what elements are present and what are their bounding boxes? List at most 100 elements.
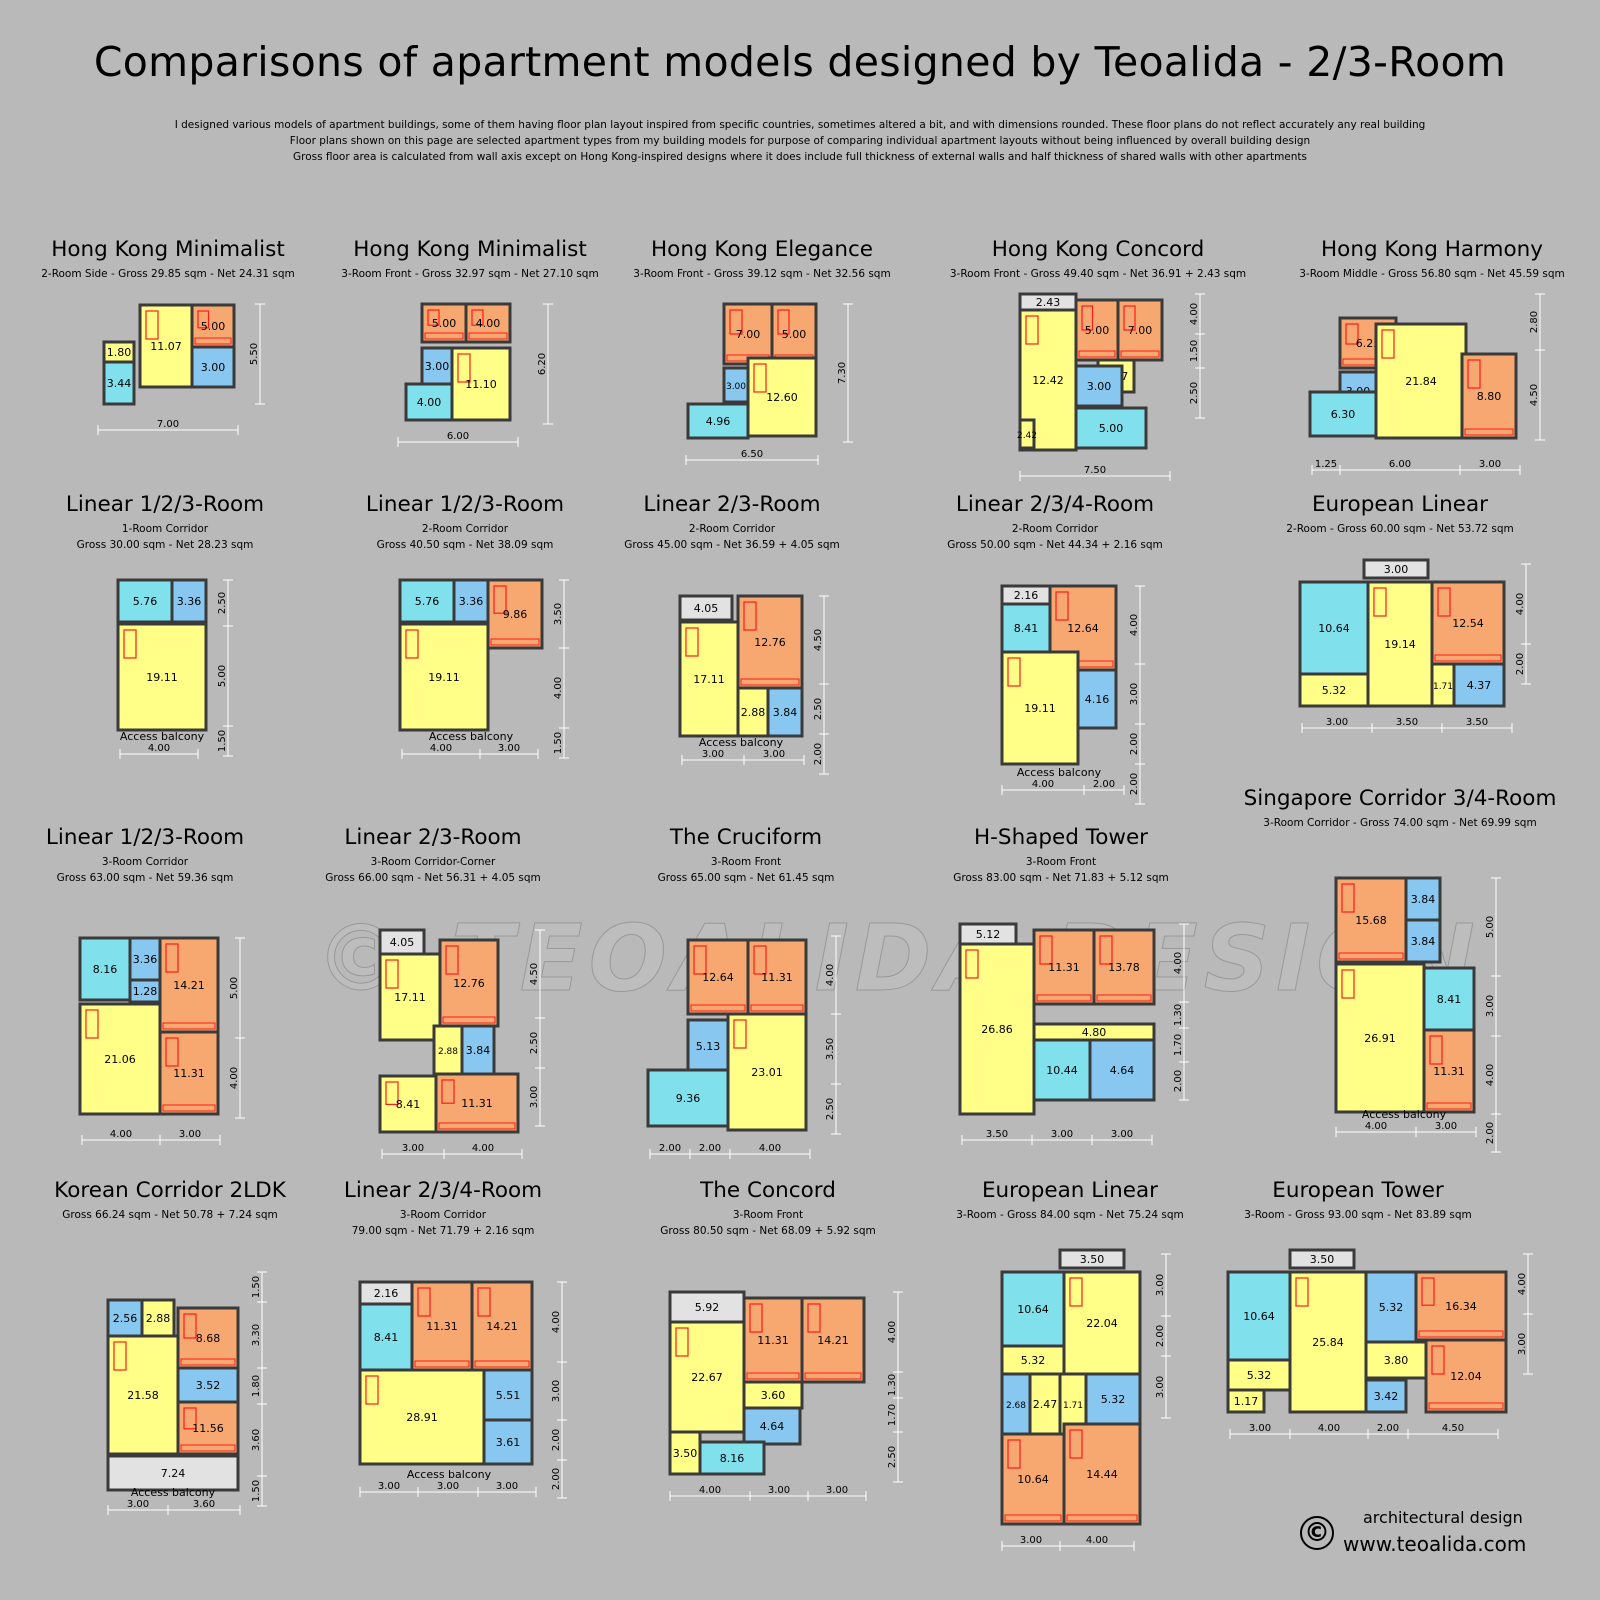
dimension-label: 3.00 (1020, 1535, 1042, 1546)
room: 2.88 (432, 1024, 464, 1076)
plan-subtitle: 3-Room - Gross 93.00 sqm - Net 83.89 sqm (1244, 1209, 1472, 1221)
furniture-mark (777, 309, 790, 335)
room: 7.00 (1116, 298, 1164, 362)
dimension-right: 4.50 (529, 929, 545, 1019)
furniture-mark (1345, 323, 1359, 345)
room-area: 7.24 (161, 1467, 186, 1480)
room: 8.16 (698, 1440, 766, 1476)
room-area: 3.80 (1384, 1354, 1409, 1367)
room: 8.41 (358, 1302, 414, 1372)
dimension-right: 2.50 (529, 1017, 545, 1069)
room-area: 5.00 (782, 328, 807, 341)
floor-plan-drawing: 5.76 3.36 19.11 4.00 2.50 5.00 1.50 Access balc… (116, 578, 233, 759)
room-area: 1.80 (107, 346, 132, 359)
dimension-label: 4.50 (1529, 384, 1540, 406)
wardrobe-mark (162, 1022, 216, 1030)
dimension-label: 3.00 (437, 1481, 459, 1492)
dimension-label: 1.50 (251, 1276, 262, 1298)
plan-title: Hong Kong Elegance (650, 237, 874, 262)
dimension-bottom: 2.00 (1083, 779, 1125, 795)
room: 21.06 (78, 1002, 162, 1116)
room-area: 5.12 (976, 928, 1001, 941)
room-area: 3.36 (133, 953, 158, 966)
dimension-right: 2.00 (1515, 643, 1531, 685)
dimension-label: 3.50 (553, 603, 564, 625)
room: 8.16 (78, 936, 132, 1002)
plan-subtitle: 3-Room Middle - Gross 56.80 sqm - Net 45… (1299, 268, 1565, 280)
dimension-right: 4.50 (1529, 349, 1545, 441)
dimension-label: 2.00 (1377, 1423, 1399, 1434)
dimension-label: 2.50 (1189, 382, 1200, 404)
room-area: 2.88 (146, 1312, 171, 1325)
room-area: 3.84 (466, 1044, 491, 1057)
plan-subtitle: 3-Room Corridor (399, 1209, 487, 1221)
dimension-label: 4.00 (1032, 779, 1054, 790)
room: 2.88 (736, 686, 770, 738)
wardrobe-mark (1096, 994, 1152, 1002)
dimension-right: 4.50 (813, 595, 829, 685)
floor-plan-drawing: 4.05 17.11 12.76 2.88 3.84 8.41 11.31 3.00 4.00 4… (378, 928, 545, 1159)
footer-url[interactable]: www.teoalida.com (1343, 1532, 1527, 1556)
room-area: 22.67 (691, 1371, 723, 1384)
room: 21.58 (106, 1334, 180, 1456)
room: 3.00 (1362, 558, 1430, 580)
dimension-bottom: 3.00 (417, 1481, 479, 1497)
room: 2.88 (140, 1298, 176, 1338)
dimension-bottom: 3.00 (1229, 1423, 1291, 1439)
room: 4.80 (1032, 1022, 1156, 1042)
furniture-mark (693, 945, 707, 975)
room-area: 3.00 (1087, 380, 1112, 393)
dimension-bottom: 3.00 (743, 749, 805, 765)
dimension-right: 2.00 (1155, 1315, 1171, 1357)
plan-title: Linear 2/3/4-Room (955, 492, 1155, 517)
dimension-bottom: 3.00 (807, 1485, 867, 1501)
dimension-right: 3.50 (553, 579, 569, 649)
wardrobe-mark (474, 1360, 530, 1368)
access-balcony-label: Access balcony (120, 730, 205, 743)
room-area: 4.96 (706, 415, 731, 428)
dimension-bottom: 6.00 (1339, 459, 1461, 475)
plan-title: Linear 1/2/3-Room (65, 492, 265, 517)
plan-subtitle: Gross 63.00 sqm - Net 59.36 sqm (56, 872, 234, 884)
furniture-mark (1341, 883, 1355, 913)
dimension-right: 4.00 (1517, 1253, 1533, 1315)
dimension-label: 4.00 (430, 743, 452, 754)
wardrobe-mark (1036, 994, 1092, 1002)
room: 14.21 (470, 1280, 534, 1372)
dimension-label: 3.60 (251, 1429, 262, 1451)
room-area: 21.58 (127, 1389, 159, 1402)
room: 2.42 (1017, 418, 1037, 450)
dimension-right: 4.00 (229, 1037, 245, 1119)
room: 3.84 (1404, 918, 1442, 964)
floor-plan-drawing: 7.00 5.00 3.00 12.60 4.96 6.50 7.30 (685, 302, 853, 465)
intro-text: I designed various models of apartment b… (0, 117, 1600, 165)
dimension-bottom: 3.00 (477, 1481, 537, 1497)
dimension-bottom: 3.00 (1415, 1121, 1477, 1137)
room: 11.31 (158, 1030, 220, 1116)
room-area: 3.84 (1411, 935, 1436, 948)
room: 10.64 (1000, 1270, 1066, 1348)
dimension-bottom: 3.00 (479, 743, 539, 759)
room: 21.84 (1374, 322, 1468, 440)
room-area: 4.80 (1082, 1026, 1107, 1039)
furniture-mark (1373, 587, 1387, 617)
floor-plan-drawing: 2.16 8.41 11.31 14.21 28.91 5.51 3.61 3.00 3.00 3… (358, 1280, 567, 1499)
dimension-right: 2.00 (1485, 1113, 1501, 1153)
dimension-right: 4.00 (1485, 1035, 1501, 1115)
dimension-right: 3.00 (1155, 1253, 1171, 1317)
dimension-bottom: 4.00 (729, 1143, 811, 1159)
dimension-bottom: 4.50 (1407, 1423, 1499, 1439)
dimension-label: 6.50 (741, 449, 763, 460)
room: 5.13 (686, 1018, 730, 1074)
room: 5.00 (1074, 298, 1120, 362)
room-area: 2.43 (1036, 296, 1061, 309)
plan-subtitle: 1-Room Corridor (121, 523, 209, 535)
room-area: 26.91 (1364, 1032, 1396, 1045)
dimension-right: 1.50 (1189, 333, 1205, 369)
room: 3.61 (482, 1418, 534, 1466)
dimension-label: 4.00 (887, 1321, 898, 1343)
room-area: 25.84 (1312, 1336, 1344, 1349)
dimension-bottom: 4.00 (1335, 1121, 1417, 1137)
dimension-label: 3.00 (498, 743, 520, 754)
furniture-mark (183, 1407, 197, 1430)
